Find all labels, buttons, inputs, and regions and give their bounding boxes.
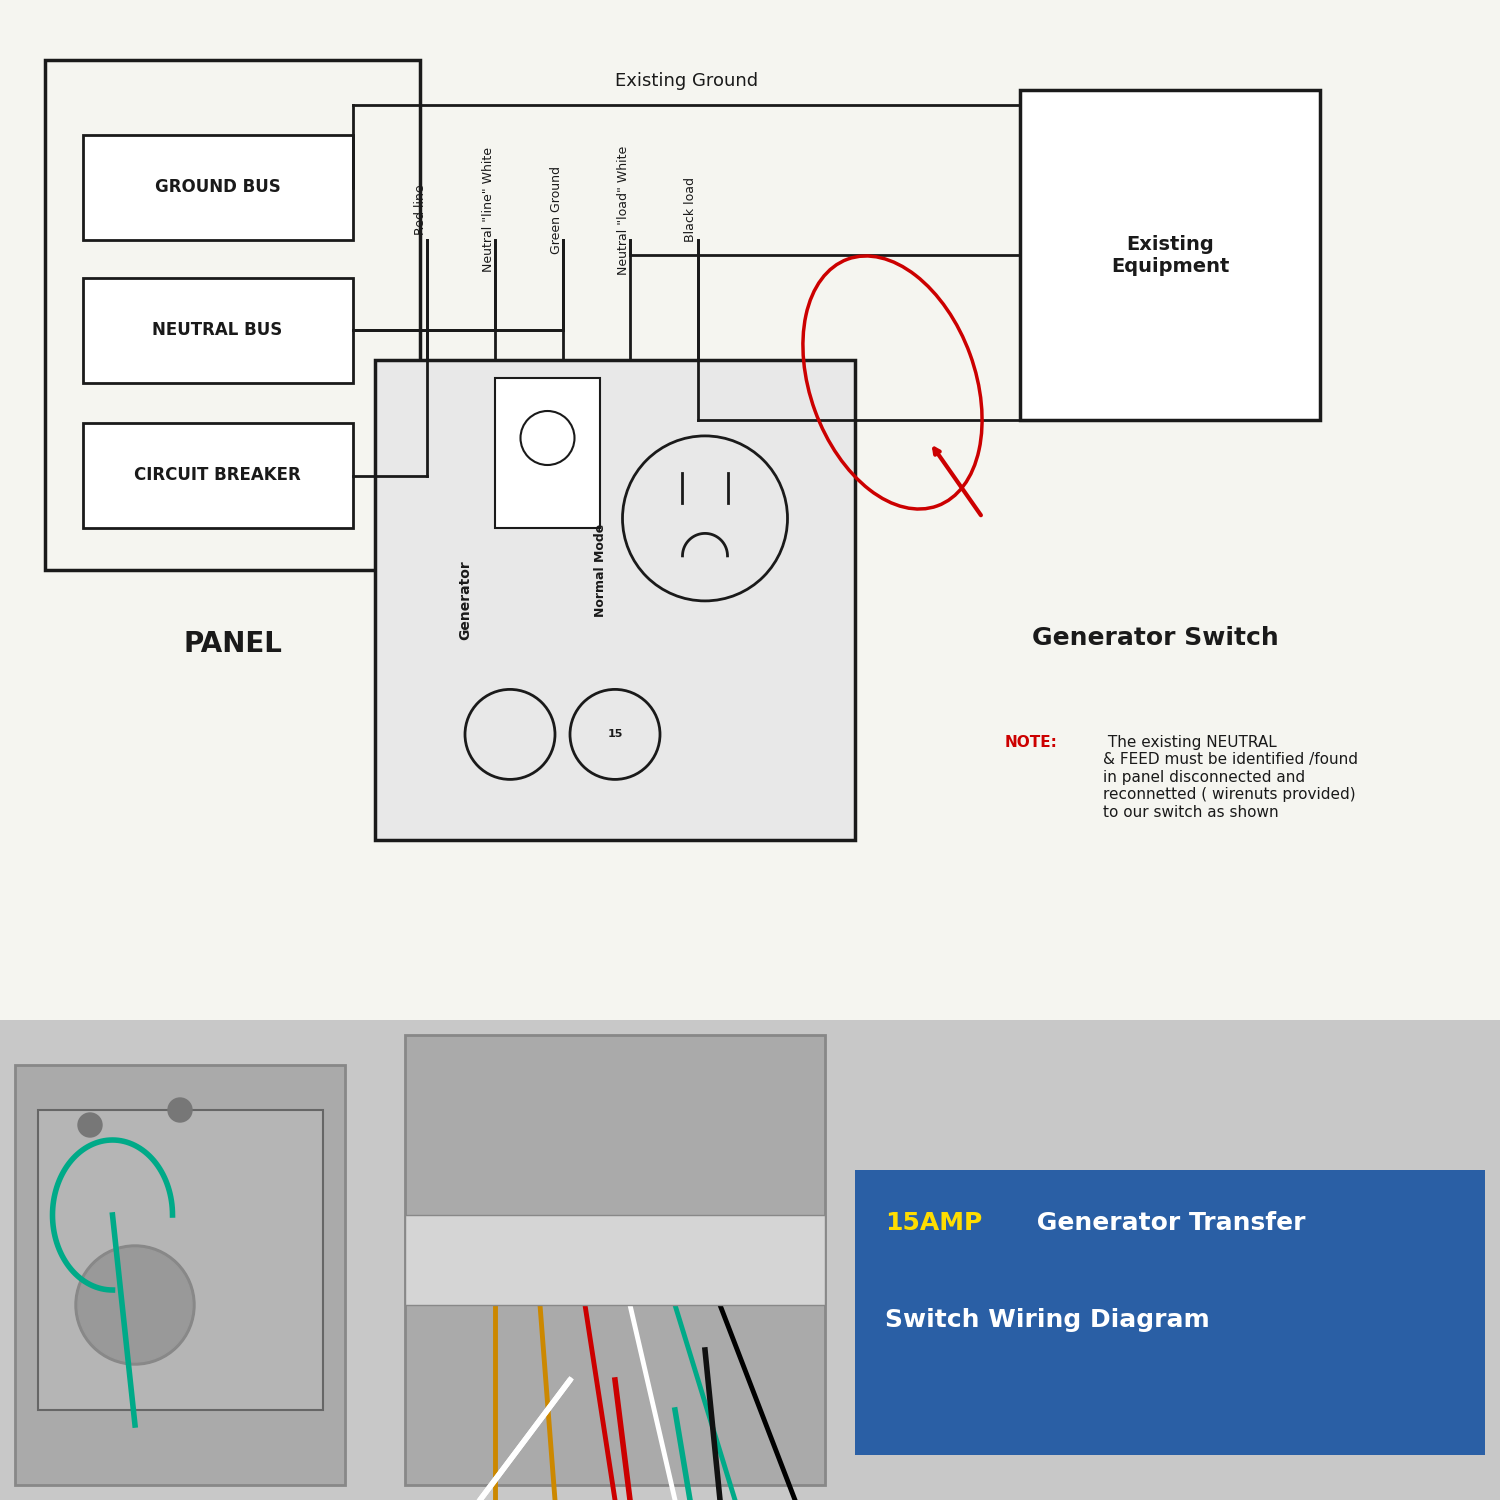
FancyBboxPatch shape [82,278,352,382]
Circle shape [78,1113,102,1137]
Text: Neutral "load" White: Neutral "load" White [616,146,630,274]
Text: Generator: Generator [458,560,472,640]
Text: Normal Mode: Normal Mode [594,524,606,616]
Text: 15AMP: 15AMP [885,1210,983,1234]
FancyBboxPatch shape [495,378,600,528]
FancyBboxPatch shape [1020,90,1320,420]
Text: Neutral "line" White: Neutral "line" White [482,147,495,273]
FancyBboxPatch shape [15,1065,345,1485]
FancyBboxPatch shape [405,1215,825,1305]
Text: PANEL: PANEL [183,630,282,658]
Text: Generator Switch: Generator Switch [1032,626,1278,650]
Text: GROUND BUS: GROUND BUS [154,178,280,196]
FancyBboxPatch shape [82,423,352,528]
FancyBboxPatch shape [405,1035,825,1485]
Text: NOTE:: NOTE: [1005,735,1058,750]
Circle shape [78,1248,192,1362]
Text: Switch Wiring Diagram: Switch Wiring Diagram [885,1308,1209,1332]
FancyBboxPatch shape [82,135,352,240]
Text: Red line: Red line [414,184,428,236]
Circle shape [168,1098,192,1122]
Text: Existing
Equipment: Existing Equipment [1112,234,1228,276]
Text: 15: 15 [608,729,622,740]
FancyBboxPatch shape [855,1170,1485,1455]
Text: Generator Transfer: Generator Transfer [1028,1210,1305,1234]
FancyBboxPatch shape [45,60,420,570]
Text: Black load: Black load [684,177,698,243]
FancyBboxPatch shape [0,1020,1500,1500]
Text: NEUTRAL BUS: NEUTRAL BUS [153,321,282,339]
Circle shape [75,1245,195,1365]
FancyBboxPatch shape [375,360,855,840]
FancyBboxPatch shape [38,1110,322,1410]
Text: CIRCUIT BREAKER: CIRCUIT BREAKER [134,466,302,484]
Text: The existing NEUTRAL
& FEED must be identified /found
in panel disconnected and
: The existing NEUTRAL & FEED must be iden… [1102,735,1358,819]
Text: Existing Ground: Existing Ground [615,72,758,90]
Text: Green Ground: Green Ground [549,166,562,254]
